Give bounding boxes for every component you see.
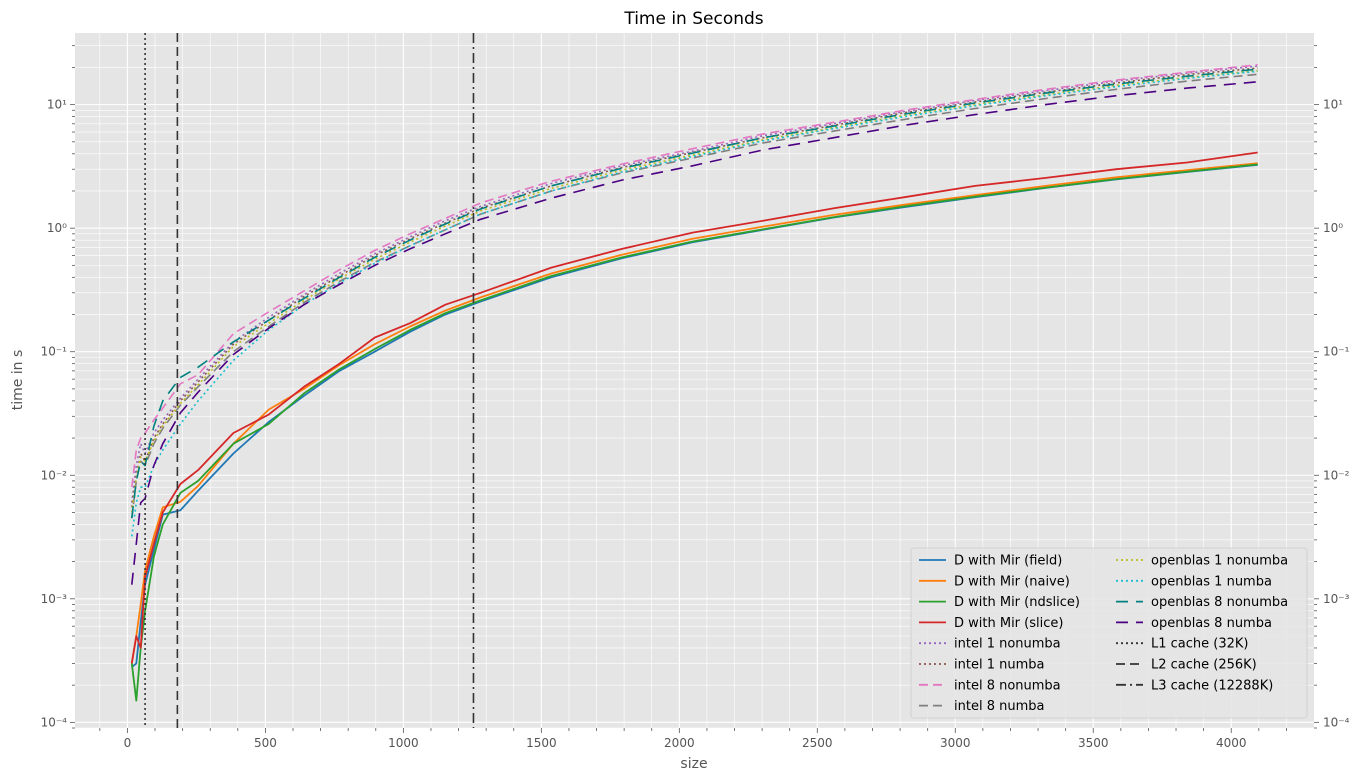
legend-label: openblas 8 numba (1151, 616, 1272, 631)
y-tick-label-right: 10⁻² (1323, 468, 1350, 482)
legend-box (910, 547, 1308, 719)
legend-label: intel 1 numba (954, 658, 1044, 673)
series-line-openblas-8-nonumba (131, 68, 1258, 519)
y-tick-label-right: 10⁻⁴ (1323, 715, 1350, 729)
legend-label: openblas 1 numba (1151, 574, 1272, 589)
series-layer (130, 64, 1258, 702)
y-tick-label-right: 10¹ (1323, 98, 1343, 112)
legend: D with Mir (field) D with Mir (naive) D wi… (910, 547, 1308, 719)
cache-lines-layer (144, 33, 475, 728)
y-axis-label: time in s (10, 350, 26, 411)
y-tick-label-left: 10¹ (47, 98, 67, 112)
series-line-openblas-1-numba (131, 70, 1258, 537)
series-line-d-with-mir-slice (130, 151, 1258, 664)
y-tick-label-left: 10⁻⁴ (41, 715, 68, 729)
x-tick-label: 4000 (1216, 736, 1247, 750)
legend-label: intel 8 nonumba (954, 678, 1061, 693)
series-line-d-with-mir-ndslice (130, 163, 1258, 702)
y-tick-label-left: 10⁻³ (41, 592, 68, 606)
series-line-d-with-mir-naive (130, 162, 1258, 664)
x-tick-label: 1000 (388, 736, 419, 750)
y-tick-label-right: 10⁰ (1323, 221, 1343, 235)
legend-label: L2 cache (256K) (1151, 658, 1257, 673)
legend-label: intel 8 numba (954, 699, 1044, 714)
y-tick-label-left: 10⁻¹ (41, 345, 68, 359)
tick-layer: 0 500 1000 1500 2000 2500 3000 3500 4000 10⁻⁴ 10⁻⁴… (41, 45, 1350, 750)
y-tick-label-left: 10⁻² (41, 468, 68, 482)
chart-title: Time in Seconds (623, 9, 763, 29)
x-tick-label: 2500 (802, 736, 833, 750)
series-line-openblas-8-numba (131, 81, 1258, 585)
series-line-intel-1-numba (131, 67, 1258, 508)
x-tick-label: 3000 (940, 736, 971, 750)
legend-label: D with Mir (ndslice) (954, 595, 1080, 610)
x-tick-label: 2000 (664, 736, 695, 750)
legend-label: intel 1 nonumba (954, 637, 1061, 652)
series-line-intel-8-nonumba (131, 64, 1258, 488)
x-tick-label: 0 (124, 736, 132, 750)
x-tick-label: 1500 (526, 736, 557, 750)
legend-label: openblas 8 nonumba (1151, 595, 1288, 610)
legend-label: D with Mir (slice) (954, 616, 1063, 631)
x-tick-label: 500 (254, 736, 277, 750)
legend-label: D with Mir (naive) (954, 574, 1070, 589)
legend-label: D with Mir (field) (954, 554, 1062, 569)
x-tick-label: 3500 (1078, 736, 1109, 750)
legend-label: L3 cache (12288K) (1151, 678, 1273, 693)
legend-label: openblas 1 nonumba (1151, 554, 1288, 569)
y-tick-label-right: 10⁻³ (1323, 592, 1350, 606)
y-tick-label-left: 10⁰ (47, 221, 67, 235)
y-tick-label-right: 10⁻¹ (1323, 345, 1350, 359)
x-axis-label: size (680, 756, 707, 772)
legend-label: L1 cache (32K) (1151, 637, 1249, 652)
